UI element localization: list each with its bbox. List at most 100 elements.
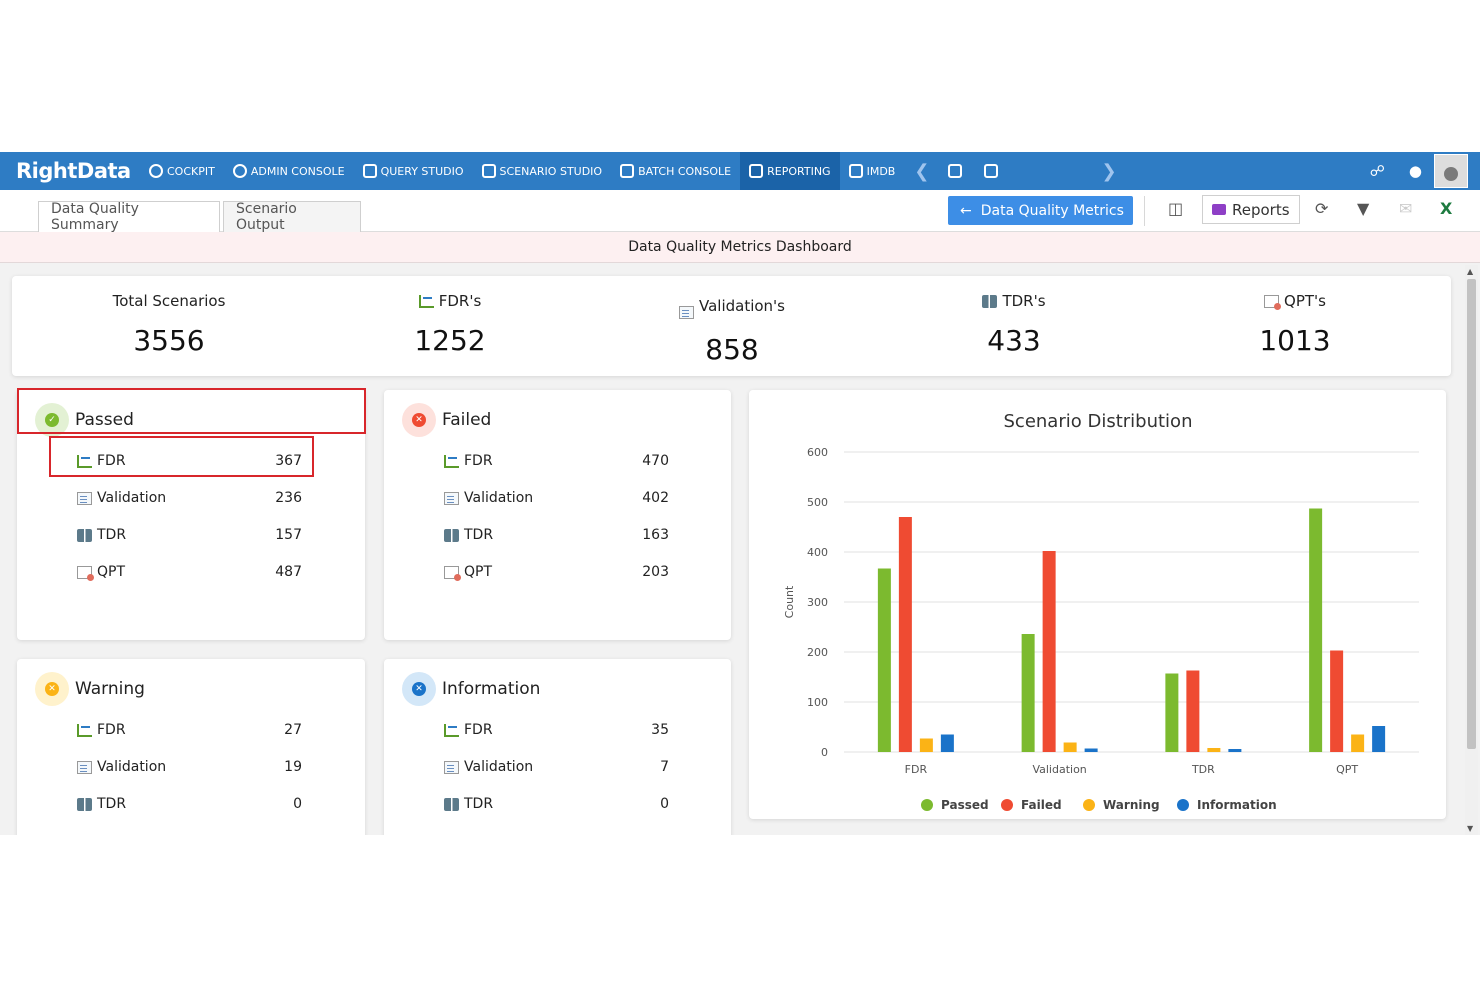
top-nav: RightData COCKPIT ADMIN CONSOLE QUERY ST… [0, 152, 1480, 190]
nav-imdb[interactable]: IMDB [840, 152, 905, 190]
stat-value: 3556 [133, 324, 205, 357]
scrollbar-thumb[interactable] [1467, 279, 1476, 749]
legend-swatch [1083, 799, 1095, 811]
row-name: Validation [77, 490, 166, 506]
save-icon[interactable]: ◫ [1168, 199, 1184, 218]
vertical-scrollbar[interactable]: ▲ ▼ [1465, 265, 1478, 835]
legend-item-information[interactable]: Information [1197, 798, 1277, 812]
refresh-icon[interactable]: ⟳ [1315, 199, 1329, 218]
filter-icon[interactable]: ▼ [1357, 199, 1370, 218]
row-name: Validation [444, 759, 533, 775]
data-quality-metrics-button[interactable]: ← Data Quality Metrics [948, 196, 1133, 225]
row-name: QPT [444, 564, 492, 581]
bar-failed-qpt[interactable] [1330, 650, 1344, 753]
mail-icon[interactable]: ✉ [1399, 199, 1413, 218]
list-item[interactable]: TDR 0 [444, 794, 669, 814]
chevron-left-icon[interactable]: ❮ [914, 160, 930, 182]
row-label: Validation [464, 490, 534, 506]
bar-warning-qpt[interactable] [1351, 734, 1365, 753]
legend-item-passed[interactable]: Passed [941, 798, 989, 812]
tab-data-quality-summary[interactable]: Data Quality Summary [38, 201, 220, 233]
tab-scenario-output[interactable]: Scenario Output [223, 201, 361, 233]
scroll-down-icon[interactable]: ▼ [1467, 824, 1474, 833]
passed-badge: ✓ [35, 403, 69, 437]
nav-batch-console[interactable]: BATCH CONSOLE [611, 152, 740, 190]
link-icon[interactable]: ☍ [1369, 162, 1385, 180]
nav-broken-image[interactable] [975, 152, 1011, 190]
validation-icon [444, 760, 459, 774]
user-icon [1444, 167, 1458, 181]
tdr-icon [77, 528, 92, 542]
info-icon: ✕ [412, 682, 426, 696]
list-item[interactable]: FDR 35 [444, 720, 669, 740]
bell-icon[interactable]: ● [1408, 162, 1422, 180]
tdr-icon [77, 797, 92, 811]
list-item[interactable]: QPT 487 [77, 562, 302, 582]
stat-label: TDR's [914, 292, 1114, 310]
bar-failed-validation[interactable] [1042, 551, 1056, 752]
scroll-up-icon[interactable]: ▲ [1467, 267, 1474, 276]
y-tick-label: 200 [807, 646, 828, 659]
y-tick-label: 600 [807, 446, 828, 459]
information-badge: ✕ [402, 672, 436, 706]
bar-information-qpt[interactable] [1372, 726, 1386, 752]
nav-reporting[interactable]: REPORTING [740, 152, 840, 190]
bar-passed-qpt[interactable] [1309, 508, 1323, 753]
stat-tdrs: TDR's 433 [914, 276, 1114, 357]
list-item[interactable]: FDR 27 [77, 720, 302, 740]
list-item[interactable]: Validation 236 [77, 488, 302, 508]
legend-item-failed[interactable]: Failed [1021, 798, 1062, 812]
fdr-icon [77, 723, 92, 737]
bar-information-fdr[interactable] [940, 734, 954, 753]
legend-swatch [921, 799, 933, 811]
bar-warning-fdr[interactable] [919, 738, 933, 753]
bar-passed-tdr[interactable] [1165, 673, 1179, 753]
legend-item-warning[interactable]: Warning [1103, 798, 1160, 812]
list-item[interactable]: Validation 19 [77, 757, 302, 777]
list-item[interactable]: TDR 0 [77, 794, 302, 814]
list-item[interactable]: TDR 157 [77, 525, 302, 545]
list-item[interactable]: FDR 470 [444, 451, 669, 471]
chart-x-labels: FDR Validation TDR QPT [905, 763, 1359, 776]
list-item[interactable]: FDR 367 [77, 451, 302, 471]
row-value: 35 [651, 722, 669, 738]
chart-y-axis-label: Count [783, 585, 796, 618]
list-item[interactable]: Validation 402 [444, 488, 669, 508]
data-quality-metrics-label: Data Quality Metrics [980, 202, 1124, 219]
list-item[interactable]: QPT 203 [444, 562, 669, 582]
bar-passed-validation[interactable] [1021, 634, 1035, 752]
row-name: TDR [77, 796, 126, 812]
y-tick-label: 300 [807, 596, 828, 609]
list-item[interactable]: Validation 7 [444, 757, 669, 777]
row-label: Validation [97, 490, 167, 506]
reports-button[interactable]: Reports [1202, 195, 1300, 224]
nav-cockpit[interactable]: COCKPIT [140, 152, 224, 190]
nav-query-studio[interactable]: QUERY STUDIO [354, 152, 473, 190]
information-title: Information [442, 679, 541, 699]
row-name: Validation [444, 490, 533, 506]
nav-reporting-label: REPORTING [767, 164, 831, 178]
chevron-right-icon[interactable]: ❯ [1101, 160, 1117, 182]
nav-batch-console-label: BATCH CONSOLE [638, 164, 732, 178]
bar-failed-tdr[interactable] [1186, 670, 1200, 753]
bar-warning-validation[interactable] [1063, 742, 1077, 753]
avatar[interactable] [1434, 154, 1468, 188]
nav-scenario-studio[interactable]: SCENARIO STUDIO [473, 152, 612, 190]
bar-failed-fdr[interactable] [898, 517, 912, 752]
nav-database[interactable] [939, 152, 975, 190]
excel-icon[interactable]: X [1440, 199, 1453, 218]
row-value: 157 [275, 527, 302, 543]
qpt-icon [77, 565, 94, 581]
row-value: 0 [293, 796, 302, 812]
bar-warning-tdr[interactable] [1207, 748, 1221, 752]
list-item[interactable]: TDR 163 [444, 525, 669, 545]
row-label: FDR [97, 722, 126, 738]
batch-icon [620, 164, 635, 178]
bar-passed-fdr[interactable] [877, 568, 891, 753]
nav-admin-console[interactable]: ADMIN CONSOLE [224, 152, 354, 190]
row-value: 0 [660, 796, 669, 812]
bar-information-validation[interactable] [1084, 748, 1098, 753]
chart-bars [877, 508, 1386, 753]
bar-information-tdr[interactable] [1228, 749, 1242, 752]
nav-scenario-studio-label: SCENARIO STUDIO [499, 164, 603, 178]
